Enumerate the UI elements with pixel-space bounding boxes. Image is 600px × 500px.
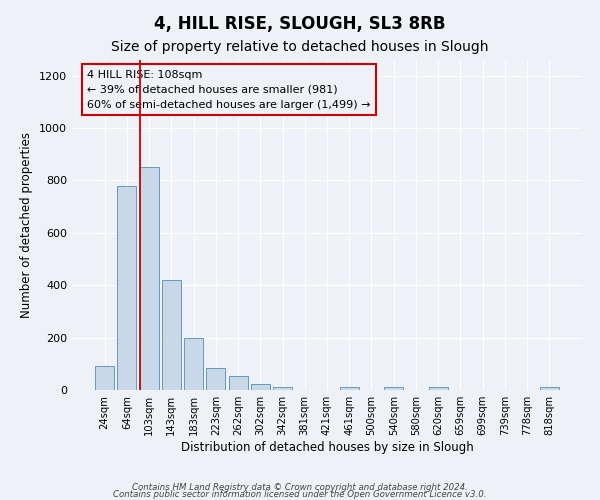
Bar (162, 280, 181, 390)
Text: Size of property relative to detached houses in Slough: Size of property relative to detached ho… (111, 40, 489, 54)
Text: Contains public sector information licensed under the Open Government Licence v3: Contains public sector information licen… (113, 490, 487, 499)
Bar (184, 338, 203, 390)
X-axis label: Distribution of detached houses by size in Slough: Distribution of detached houses by size … (181, 441, 473, 454)
Text: Contains HM Land Registry data © Crown copyright and database right 2024.: Contains HM Land Registry data © Crown c… (132, 484, 468, 492)
Y-axis label: Number of detached properties: Number of detached properties (20, 132, 34, 318)
Bar (140, 168, 158, 390)
Text: 4 HILL RISE: 108sqm
← 39% of detached houses are smaller (981)
60% of semi-detac: 4 HILL RISE: 108sqm ← 39% of detached ho… (88, 70, 371, 110)
Bar (540, 388, 559, 390)
Text: 4, HILL RISE, SLOUGH, SL3 8RB: 4, HILL RISE, SLOUGH, SL3 8RB (154, 15, 446, 33)
Bar (95, 366, 114, 390)
Bar (206, 368, 225, 390)
Bar (273, 388, 292, 390)
Bar (384, 387, 403, 390)
Bar (251, 384, 270, 390)
Bar (229, 376, 248, 390)
Bar (118, 186, 136, 390)
Bar (429, 388, 448, 390)
Bar (340, 388, 359, 390)
